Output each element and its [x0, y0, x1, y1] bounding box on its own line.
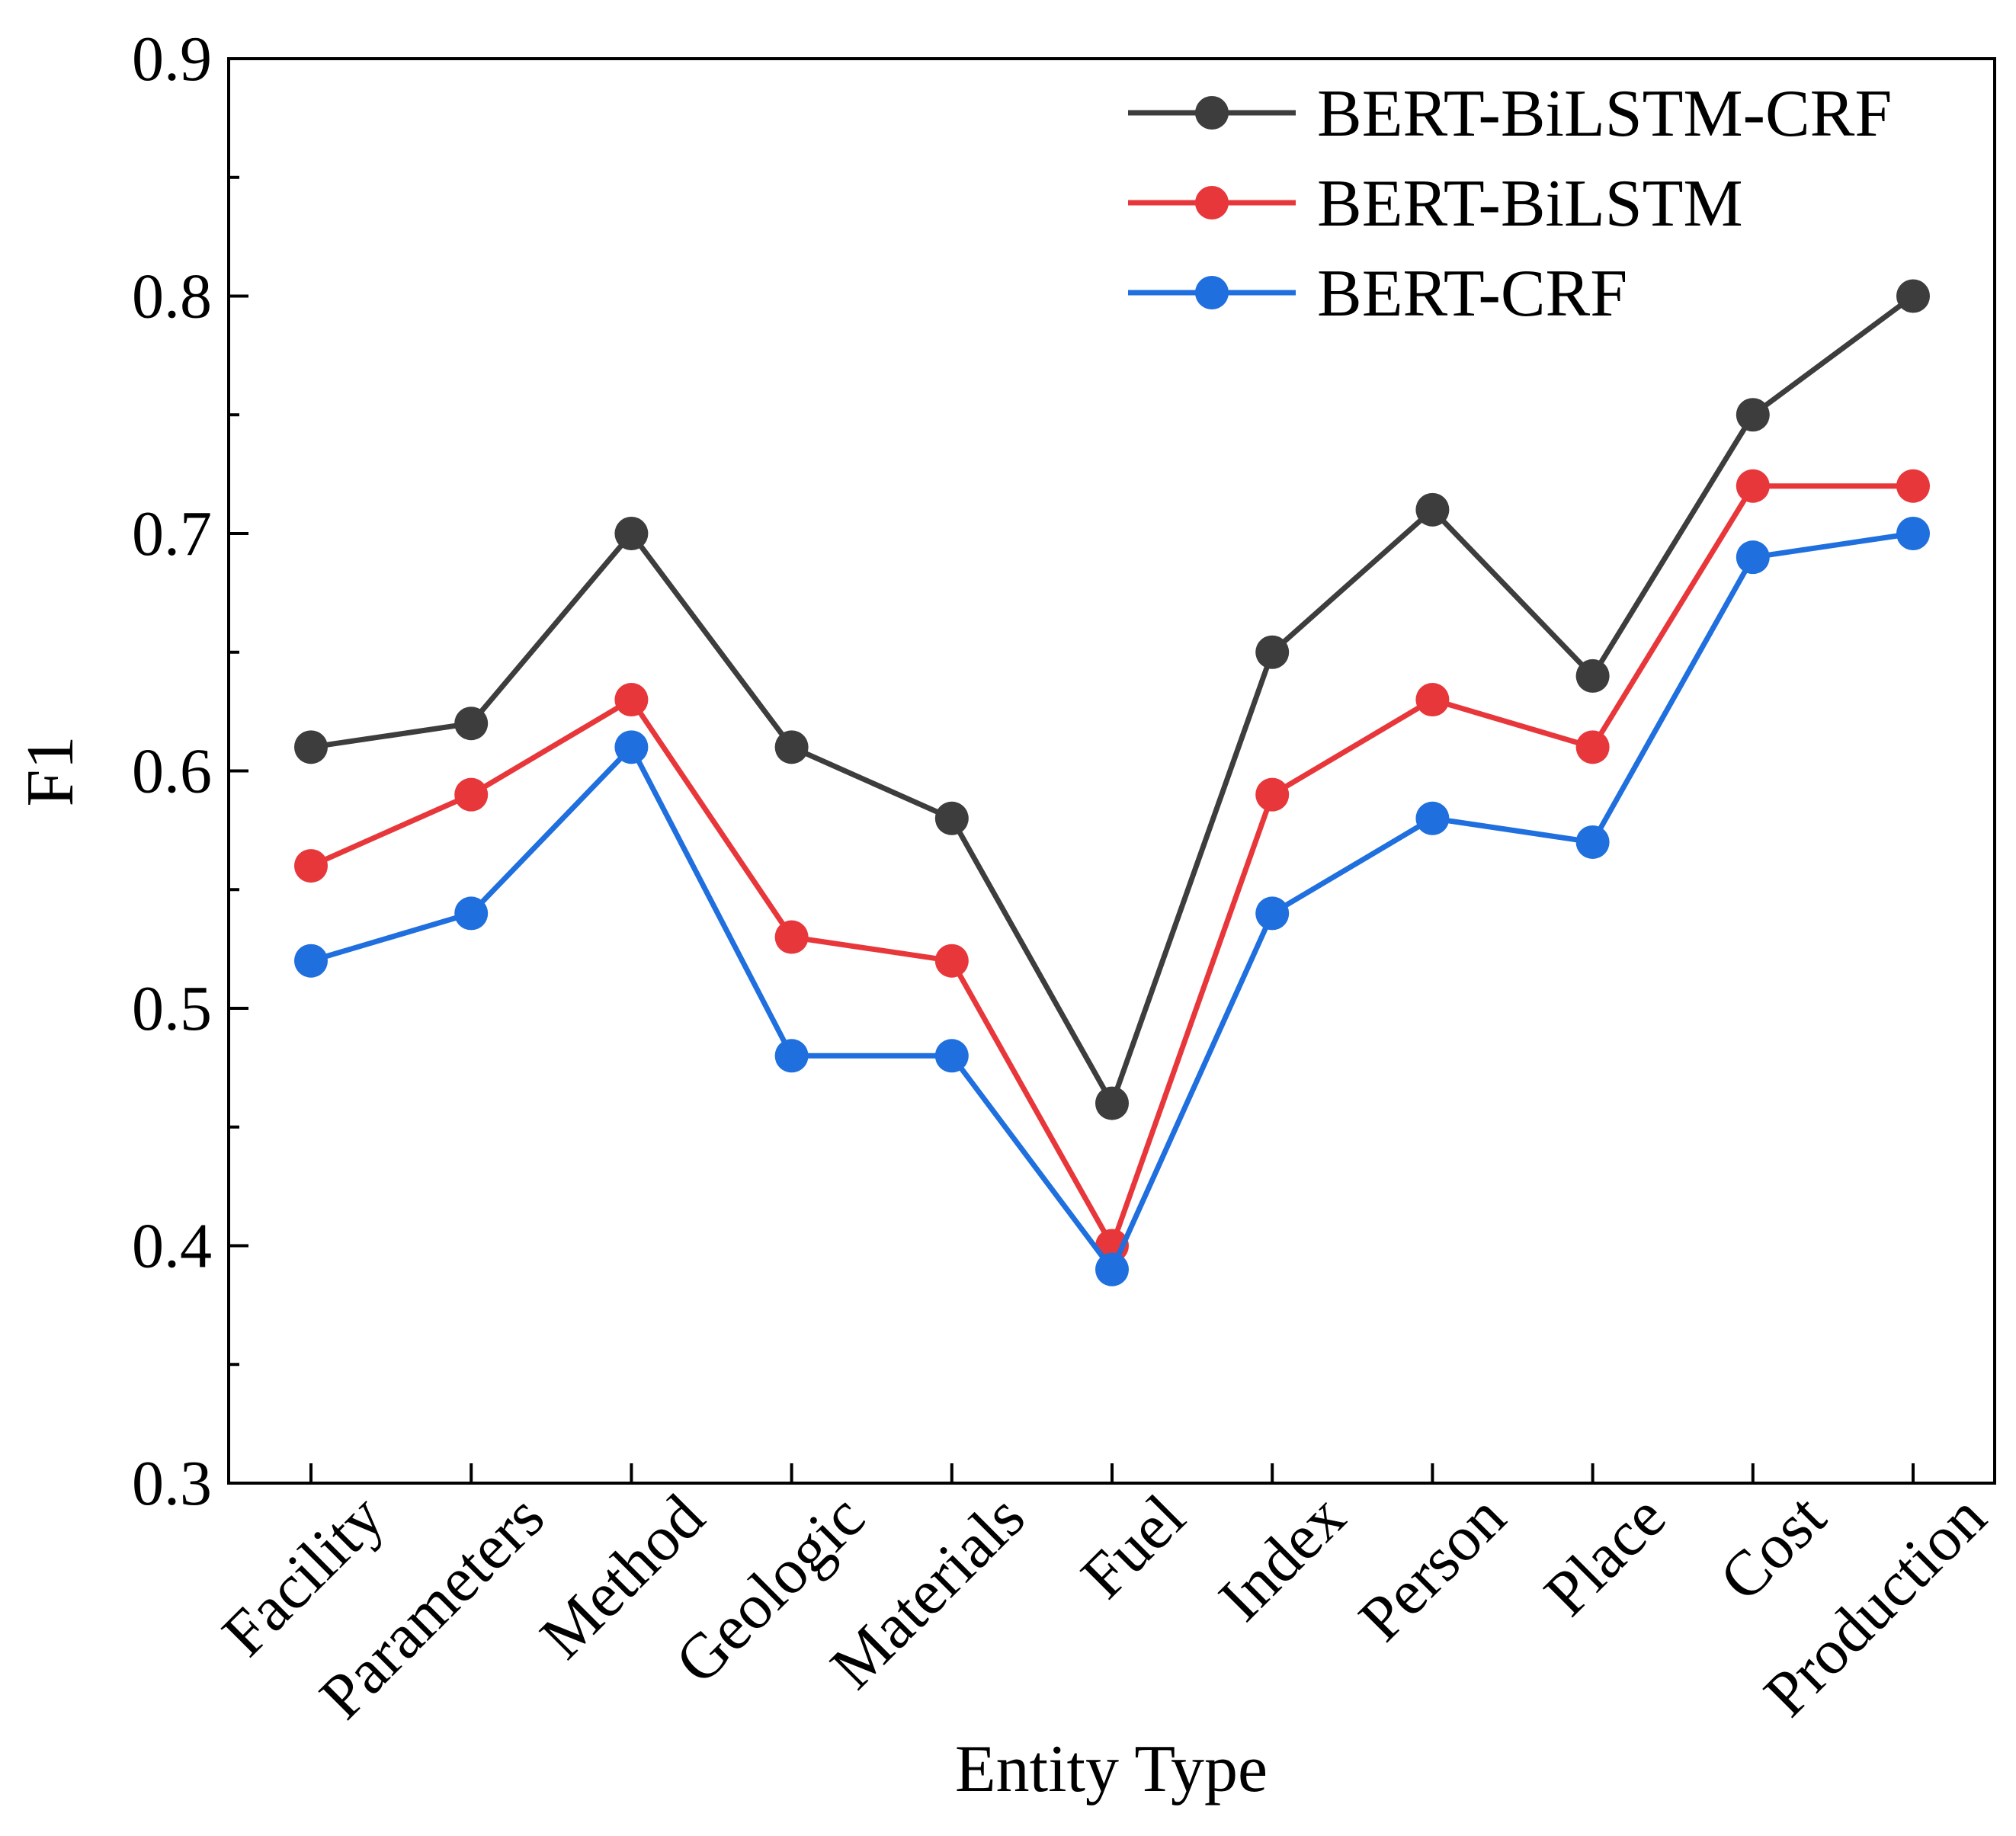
- data-point: [1736, 469, 1770, 503]
- data-point: [1255, 777, 1290, 812]
- data-point: [1736, 398, 1770, 432]
- data-point: [294, 944, 328, 978]
- data-point: [774, 920, 809, 954]
- x-category-label: Index: [1206, 1482, 1359, 1635]
- series-line: [310, 530, 1914, 1273]
- data-point: [1575, 825, 1610, 859]
- data-point: [1095, 1086, 1129, 1120]
- data-point: [934, 801, 969, 835]
- data-point: [1095, 1252, 1129, 1286]
- data-point: [1415, 683, 1450, 717]
- legend-item: BERT-BiLSTM: [1128, 167, 1743, 241]
- data-point: [614, 730, 649, 764]
- y-tick-label: 0.8: [132, 261, 212, 332]
- y-tick-label: 0.3: [132, 1448, 212, 1519]
- data-point: [1896, 469, 1930, 503]
- y-tick-label: 0.6: [132, 736, 212, 807]
- legend-swatch-marker: [1195, 186, 1229, 219]
- data-point: [1736, 540, 1770, 575]
- data-point: [1255, 635, 1290, 669]
- x-category-label: Person: [1345, 1482, 1518, 1655]
- x-axis: FacilityParametersMethodGeologicMaterial…: [209, 1463, 1999, 1732]
- legend-swatch-marker: [1195, 276, 1229, 309]
- legend-item: BERT-BiLSTM-CRF: [1128, 77, 1892, 151]
- legend-label: BERT-BiLSTM-CRF: [1317, 77, 1892, 151]
- series-bert-crf: [294, 517, 1930, 1286]
- series-bert-bilstm: [294, 469, 1930, 1263]
- x-category-label: Fuel: [1068, 1482, 1198, 1612]
- x-axis-title: Entity Type: [955, 1732, 1268, 1806]
- data-point: [1896, 279, 1930, 313]
- legend: BERT-BiLSTM-CRF BERT-BiLSTM BERT-CRF: [1128, 77, 1892, 331]
- legend-label: BERT-BiLSTM: [1317, 167, 1743, 241]
- data-point: [1575, 730, 1610, 764]
- data-point: [614, 683, 649, 717]
- x-category-label: Cost: [1707, 1482, 1840, 1615]
- y-tick-label: 0.4: [132, 1211, 212, 1282]
- y-tick-label: 0.7: [132, 498, 212, 569]
- x-category-label: Place: [1531, 1482, 1679, 1629]
- data-point: [454, 896, 489, 931]
- data-point: [774, 730, 809, 764]
- data-point: [1415, 492, 1450, 527]
- data-point: [294, 849, 328, 883]
- y-axis-title: F1: [14, 736, 88, 807]
- legend-item: BERT-CRF: [1128, 257, 1627, 331]
- y-axis: 0.3 0.4 0.5 0.6 0.7 0.8 0.9: [132, 24, 248, 1519]
- data-point: [1896, 517, 1930, 550]
- y-tick-label: 0.5: [132, 973, 212, 1044]
- data-point: [454, 707, 489, 741]
- series-line: [309, 483, 1913, 1248]
- data-point: [1255, 896, 1290, 931]
- series-layer: [294, 279, 1930, 1286]
- data-point: [454, 777, 489, 812]
- data-point: [774, 1039, 809, 1073]
- legend-label: BERT-CRF: [1317, 257, 1627, 331]
- series-bert-bilstm-crf: [294, 279, 1930, 1120]
- data-point: [294, 730, 328, 764]
- legend-swatch-marker: [1195, 96, 1229, 130]
- data-point: [1575, 658, 1610, 693]
- y-tick-label: 0.9: [132, 24, 212, 95]
- data-point: [934, 944, 969, 978]
- data-point: [1415, 801, 1450, 835]
- data-point: [614, 517, 649, 550]
- data-point: [934, 1039, 969, 1073]
